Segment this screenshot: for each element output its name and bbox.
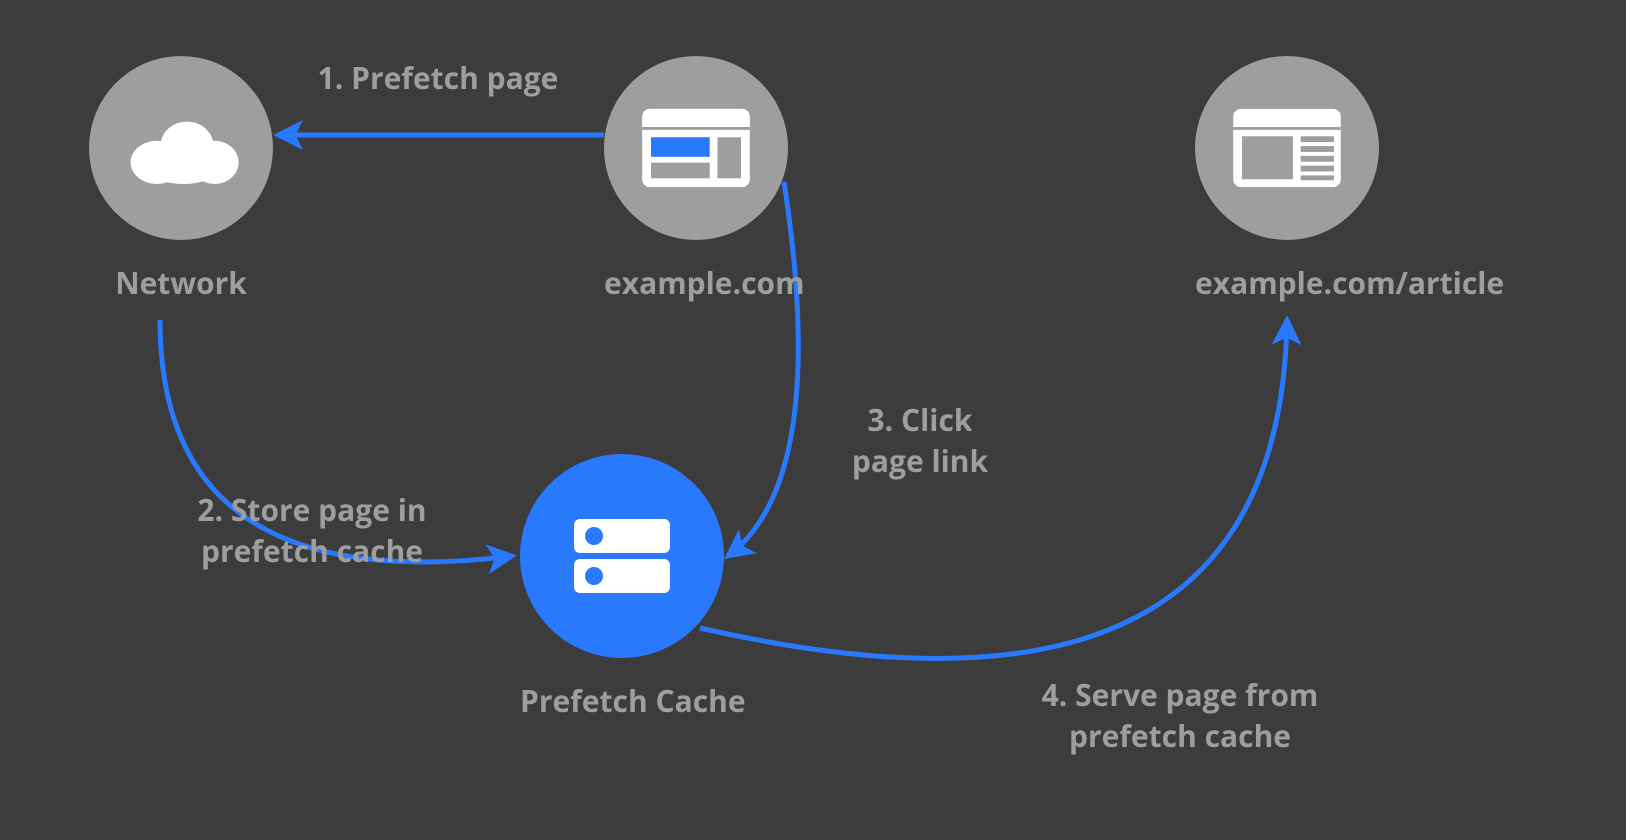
browser-page-icon [637, 104, 755, 192]
node-article-label: example.com/article [1195, 262, 1379, 303]
node-network-label: Network [89, 262, 273, 303]
node-cache-circle [520, 454, 724, 658]
node-example-label: example.com [604, 262, 788, 303]
edge-label-prefetch-page-text: 1. Prefetch page [318, 57, 559, 98]
server-icon [562, 501, 682, 611]
node-article: example.com/article [1195, 56, 1379, 303]
node-cache: Prefetch Cache [520, 454, 724, 721]
node-article-circle [1195, 56, 1379, 240]
edge-label-store-in-cache: 2. Store page inprefetch cache [112, 490, 512, 571]
edge-label-serve-from-cache-text: 4. Serve page fromprefetch cache [1042, 674, 1319, 756]
diagram-stage: { "diagram": { "type": "flowchart", "can… [0, 0, 1626, 840]
edge-label-click-link: 3. Clickpage link [720, 400, 1120, 481]
edge-label-serve-from-cache: 4. Serve page fromprefetch cache [980, 675, 1380, 756]
cloud-icon [121, 112, 241, 184]
edge-label-prefetch-page: 1. Prefetch page [238, 58, 638, 99]
edge-label-store-in-cache-text: 2. Store page inprefetch cache [197, 489, 426, 571]
article-page-icon [1228, 104, 1346, 192]
edge-label-click-link-text: 3. Clickpage link [852, 399, 988, 481]
node-cache-label: Prefetch Cache [520, 680, 724, 721]
edge-serve-from-cache [700, 320, 1287, 658]
